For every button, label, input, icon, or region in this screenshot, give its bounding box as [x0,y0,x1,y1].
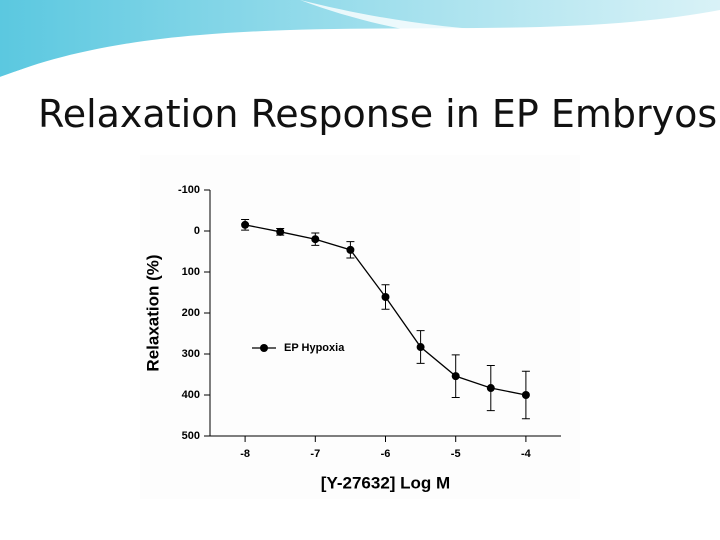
data-point [486,384,495,393]
data-point [451,372,460,381]
y-tick-label: -100 [178,184,200,196]
data-point [346,245,355,254]
y-tick-label: 500 [182,430,200,442]
x-tick-label: -4 [521,448,532,460]
x-tick-label: -8 [240,448,250,460]
data-point [521,391,530,399]
y-tick-label: 0 [194,225,200,237]
header-wave [0,0,720,79]
y-tick-label: 400 [182,389,200,401]
data-point [276,227,285,236]
x-axis-label: [Y-27632] Log M [321,473,450,492]
x-tick-label: -6 [381,448,391,460]
y-axis-label: Relaxation (%) [143,254,162,371]
series-line [244,224,527,396]
data-point [241,220,250,229]
x-tick-label: -7 [310,448,320,460]
y-tick-label: 300 [182,348,200,360]
chart: -100 0 100 200 300 400 500 -8 -7 -6 -5 -4 [Y-27632] … [140,155,580,499]
legend-label: EP Hypoxia [284,342,345,354]
data-point [381,293,390,302]
y-tick-label: 200 [182,307,200,319]
legend-marker [260,344,268,352]
data-point [416,343,425,352]
data-point [311,235,320,244]
slide-title: Relaxation Response in EP Embryos [38,92,718,136]
x-tick-label: -5 [451,448,461,460]
y-tick-label: 100 [182,266,200,278]
